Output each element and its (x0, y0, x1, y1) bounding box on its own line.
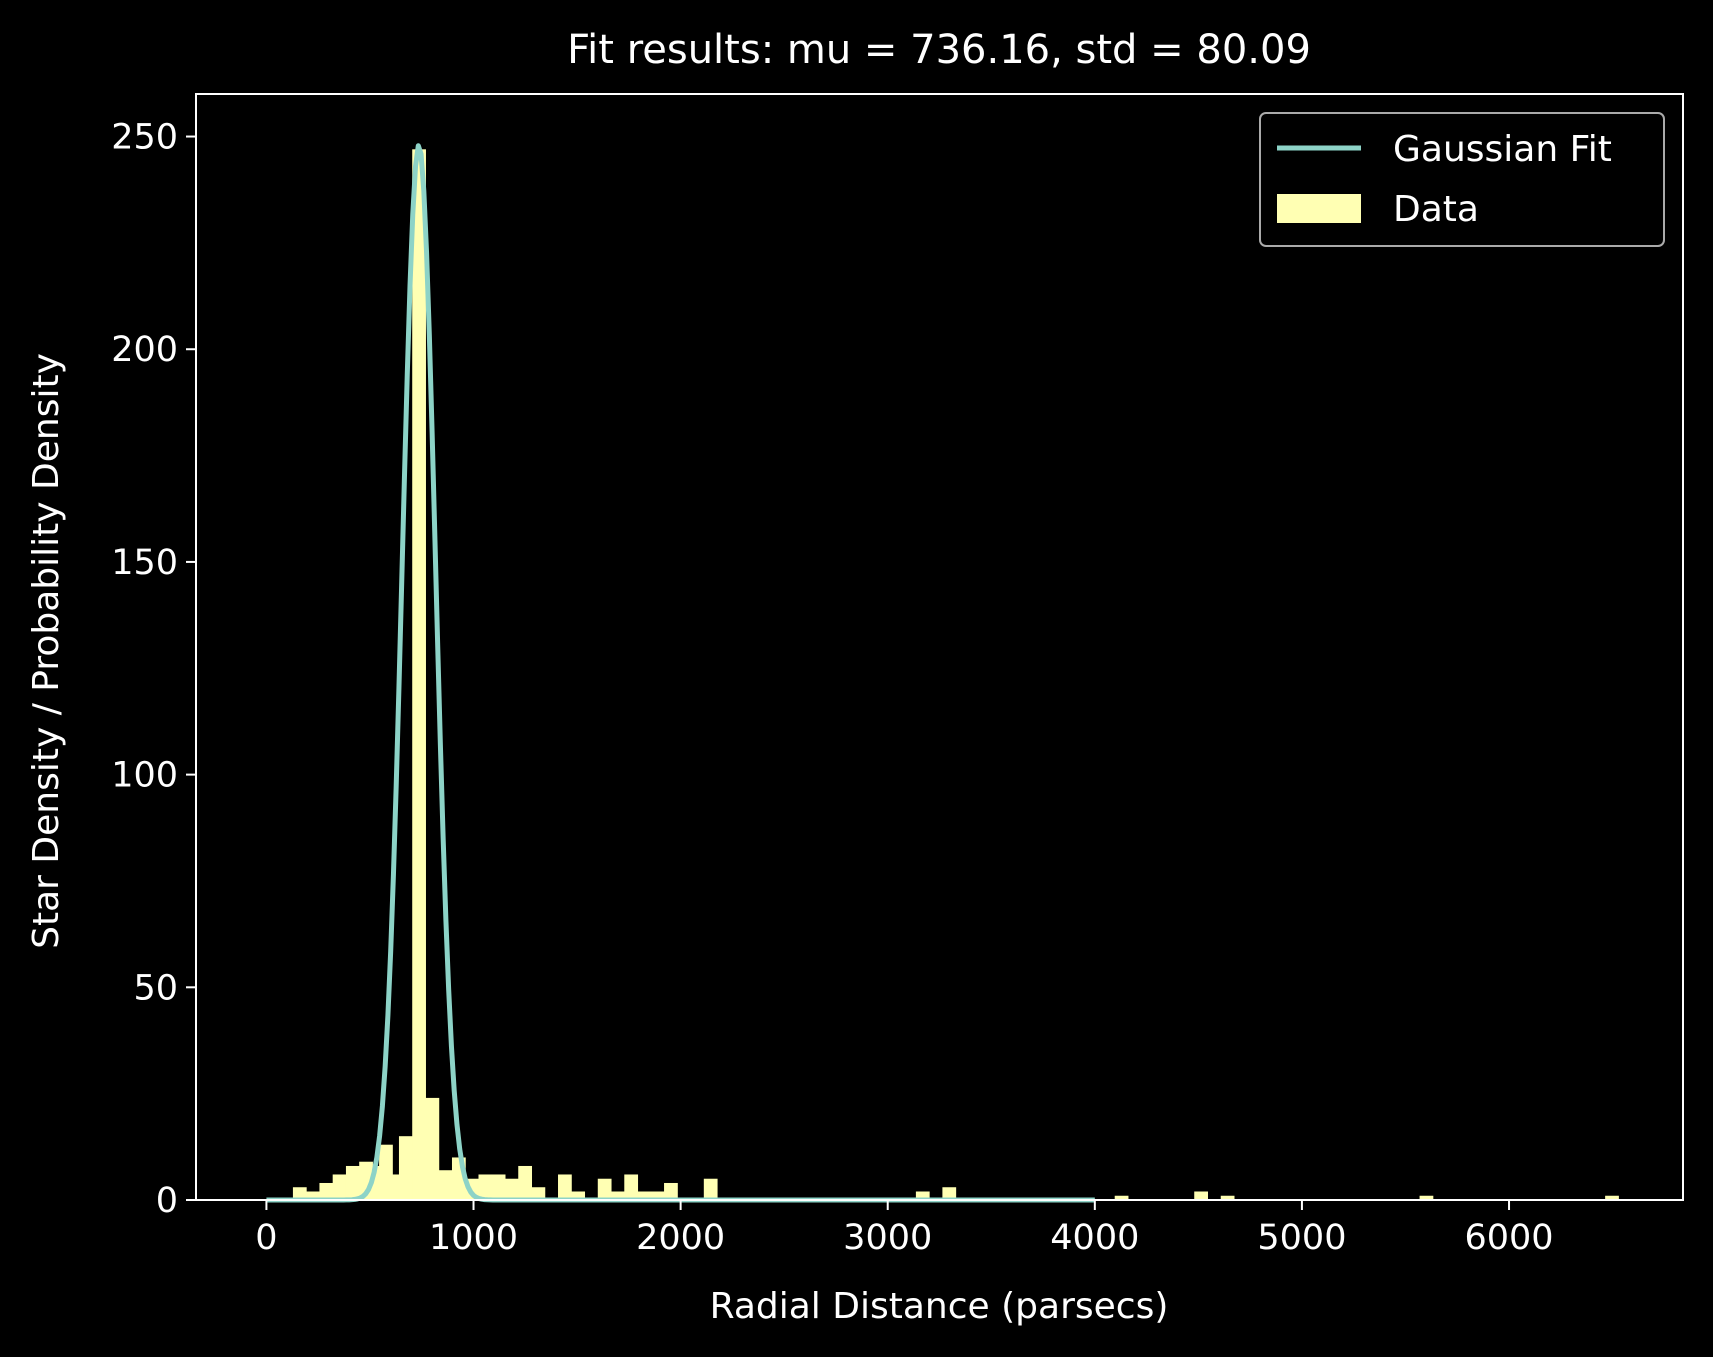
histogram-bar (425, 1097, 440, 1200)
y-tick-label: 150 (111, 543, 178, 583)
histogram-bar (345, 1165, 360, 1200)
y-tick-label: 50 (133, 968, 178, 1008)
histogram-bar (518, 1165, 533, 1200)
histogram-bar (319, 1182, 334, 1200)
histogram-bar (292, 1187, 307, 1200)
legend-label: Gaussian Fit (1393, 129, 1612, 170)
x-axis-ticks: 0 1000 2000 3000 4000 5000 6000 (255, 1200, 1554, 1258)
histogram-bar (637, 1191, 652, 1200)
y-axis-ticks: 0 50 100 150 200 250 (111, 118, 196, 1221)
x-tick-label: 5000 (1257, 1218, 1346, 1258)
x-tick-label: 2000 (636, 1218, 725, 1258)
histogram-bar (1114, 1195, 1129, 1200)
histogram-bar (650, 1191, 665, 1200)
histogram-bar (703, 1178, 718, 1200)
legend-patch-swatch (1277, 194, 1361, 223)
x-tick-label: 0 (255, 1218, 277, 1258)
histogram-bar (664, 1182, 678, 1200)
y-tick-label: 100 (111, 756, 178, 796)
y-tick-label: 200 (111, 330, 178, 370)
x-tick-label: 3000 (843, 1218, 932, 1258)
histogram-bar (332, 1174, 347, 1200)
histogram-bar (1419, 1195, 1434, 1200)
histogram-bar (942, 1187, 957, 1200)
histogram-bar (611, 1191, 625, 1200)
x-tick-label: 4000 (1050, 1218, 1139, 1258)
histogram-bar (491, 1174, 506, 1200)
histogram-bars (292, 149, 1619, 1200)
histogram-bar (306, 1191, 320, 1200)
histogram-bar (531, 1187, 546, 1200)
histogram-bar (438, 1170, 453, 1200)
legend-label: Data (1393, 189, 1479, 230)
chart-title: Fit results: mu = 736.16, std = 80.09 (567, 27, 1311, 73)
x-tick-label: 1000 (429, 1218, 518, 1258)
x-tick-label: 6000 (1464, 1218, 1553, 1258)
y-tick-label: 250 (111, 118, 178, 158)
histogram-bar (478, 1174, 493, 1200)
histogram-bar (1194, 1191, 1208, 1200)
histogram-bar (1220, 1195, 1235, 1200)
histogram-bar (597, 1178, 612, 1200)
histogram-bar (385, 1174, 400, 1200)
x-axis-label: Radial Distance (parsecs) (710, 1286, 1169, 1327)
legend: Gaussian Fit Data (1259, 112, 1665, 247)
y-tick-label: 0 (156, 1181, 178, 1221)
y-axis-label: Star Density / Probability Density (26, 353, 67, 949)
histogram-bar (412, 149, 426, 1200)
histogram-bar (558, 1174, 572, 1200)
histogram-bar (624, 1174, 639, 1200)
plot-frame (195, 93, 1684, 1201)
histogram-bar (504, 1178, 519, 1200)
histogram-bar (1605, 1195, 1619, 1200)
histogram-bar (398, 1136, 413, 1200)
histogram-bar (915, 1191, 930, 1200)
histogram-bar (571, 1191, 586, 1200)
